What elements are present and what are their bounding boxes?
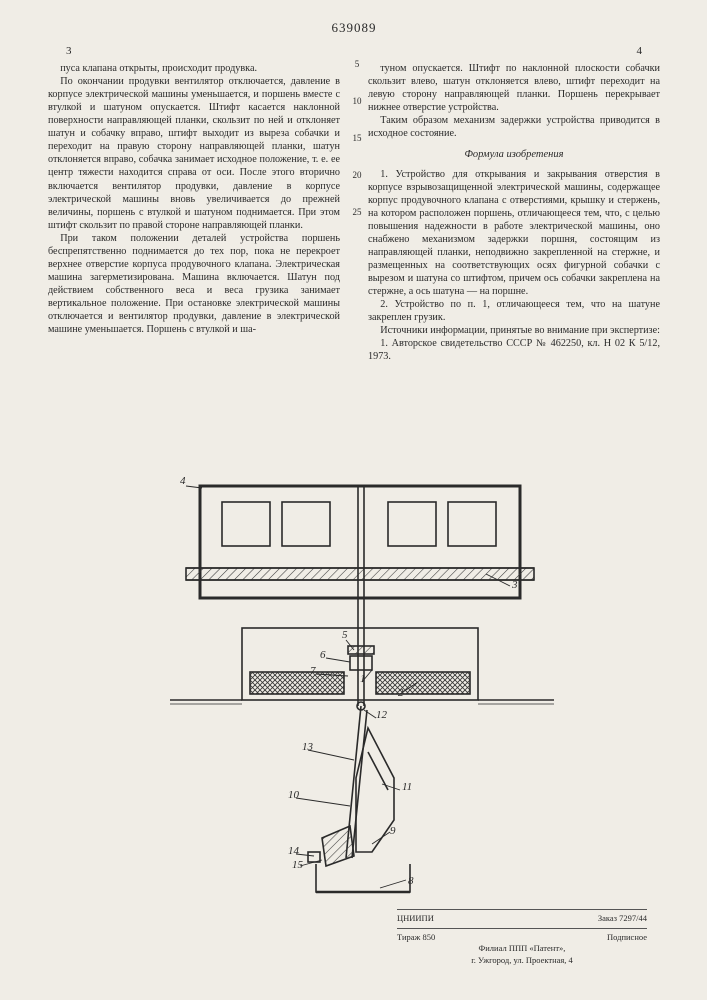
fig-label: 5 — [342, 629, 348, 641]
lineno: 25 — [348, 208, 366, 217]
sources-heading: Источники информации, принятые во вниман… — [368, 324, 660, 337]
fig-label: 11 — [402, 781, 412, 793]
imprint-tirazh: Тираж 850 — [397, 932, 435, 943]
fig-label: 15 — [292, 859, 304, 871]
imprint-order: Заказ 7297/44 — [598, 913, 647, 924]
imprint-sub: Подписное — [607, 932, 647, 943]
para: пуса клапана открыты, происходит продувк… — [48, 62, 340, 75]
para: При таком положении деталей устройства п… — [48, 232, 340, 336]
fig-label: 6 — [320, 649, 326, 661]
fig-label: 12 — [376, 709, 388, 721]
claim: 1. Устройство для открывания и закрывани… — [368, 168, 660, 298]
page-number-left: 3 — [48, 44, 340, 58]
lineno: 5 — [348, 60, 366, 69]
fig-label: 7 — [310, 665, 316, 677]
fig-label: 3 — [511, 579, 518, 591]
fig-label: 14 — [288, 845, 300, 857]
para: туном опускается. Штифт по наклонной пло… — [368, 62, 660, 114]
column-right: 4 туном опускается. Штифт по наклонной п… — [368, 44, 660, 364]
imprint-footer: ЦНИИПИ Заказ 7297/44 Тираж 850 Подписное… — [397, 906, 647, 966]
claim: 2. Устройство по п. 1, отличающееся тем,… — [368, 298, 660, 324]
imprint-org: ЦНИИПИ — [397, 913, 434, 924]
fig-label: 2 — [398, 687, 404, 699]
fig-label: 9 — [390, 825, 396, 837]
text-columns: 5 10 15 20 25 3 пуса клапана открыты, пр… — [48, 44, 660, 364]
page-number-right: 4 — [368, 44, 660, 58]
patent-number: 639089 — [48, 20, 660, 36]
fig-label: 13 — [302, 741, 314, 753]
lineno: 15 — [348, 134, 366, 143]
line-numbers: 5 10 15 20 25 — [348, 60, 366, 245]
patent-figure: 1 2 3 4 5 6 7 8 9 10 11 12 13 14 15 — [150, 460, 570, 900]
imprint-branch: Филиал ППП «Патент», — [397, 943, 647, 954]
para: По окончании продувки вентилятор отключа… — [48, 75, 340, 232]
fig-label: 4 — [180, 475, 186, 487]
para: Таким образом механизм задержки устройст… — [368, 114, 660, 140]
column-left: 3 пуса клапана открыты, происходит проду… — [48, 44, 340, 364]
formula-heading: Формула изобретения — [368, 148, 660, 161]
fig-label: 10 — [288, 789, 300, 801]
lineno: 10 — [348, 97, 366, 106]
lineno: 20 — [348, 171, 366, 180]
fig-label: 1 — [360, 673, 366, 685]
source-ref: 1. Авторское свидетельство СССР № 462250… — [368, 337, 660, 363]
fig-label: 8 — [408, 875, 414, 887]
imprint-address: г. Ужгород, ул. Проектная, 4 — [397, 955, 647, 966]
